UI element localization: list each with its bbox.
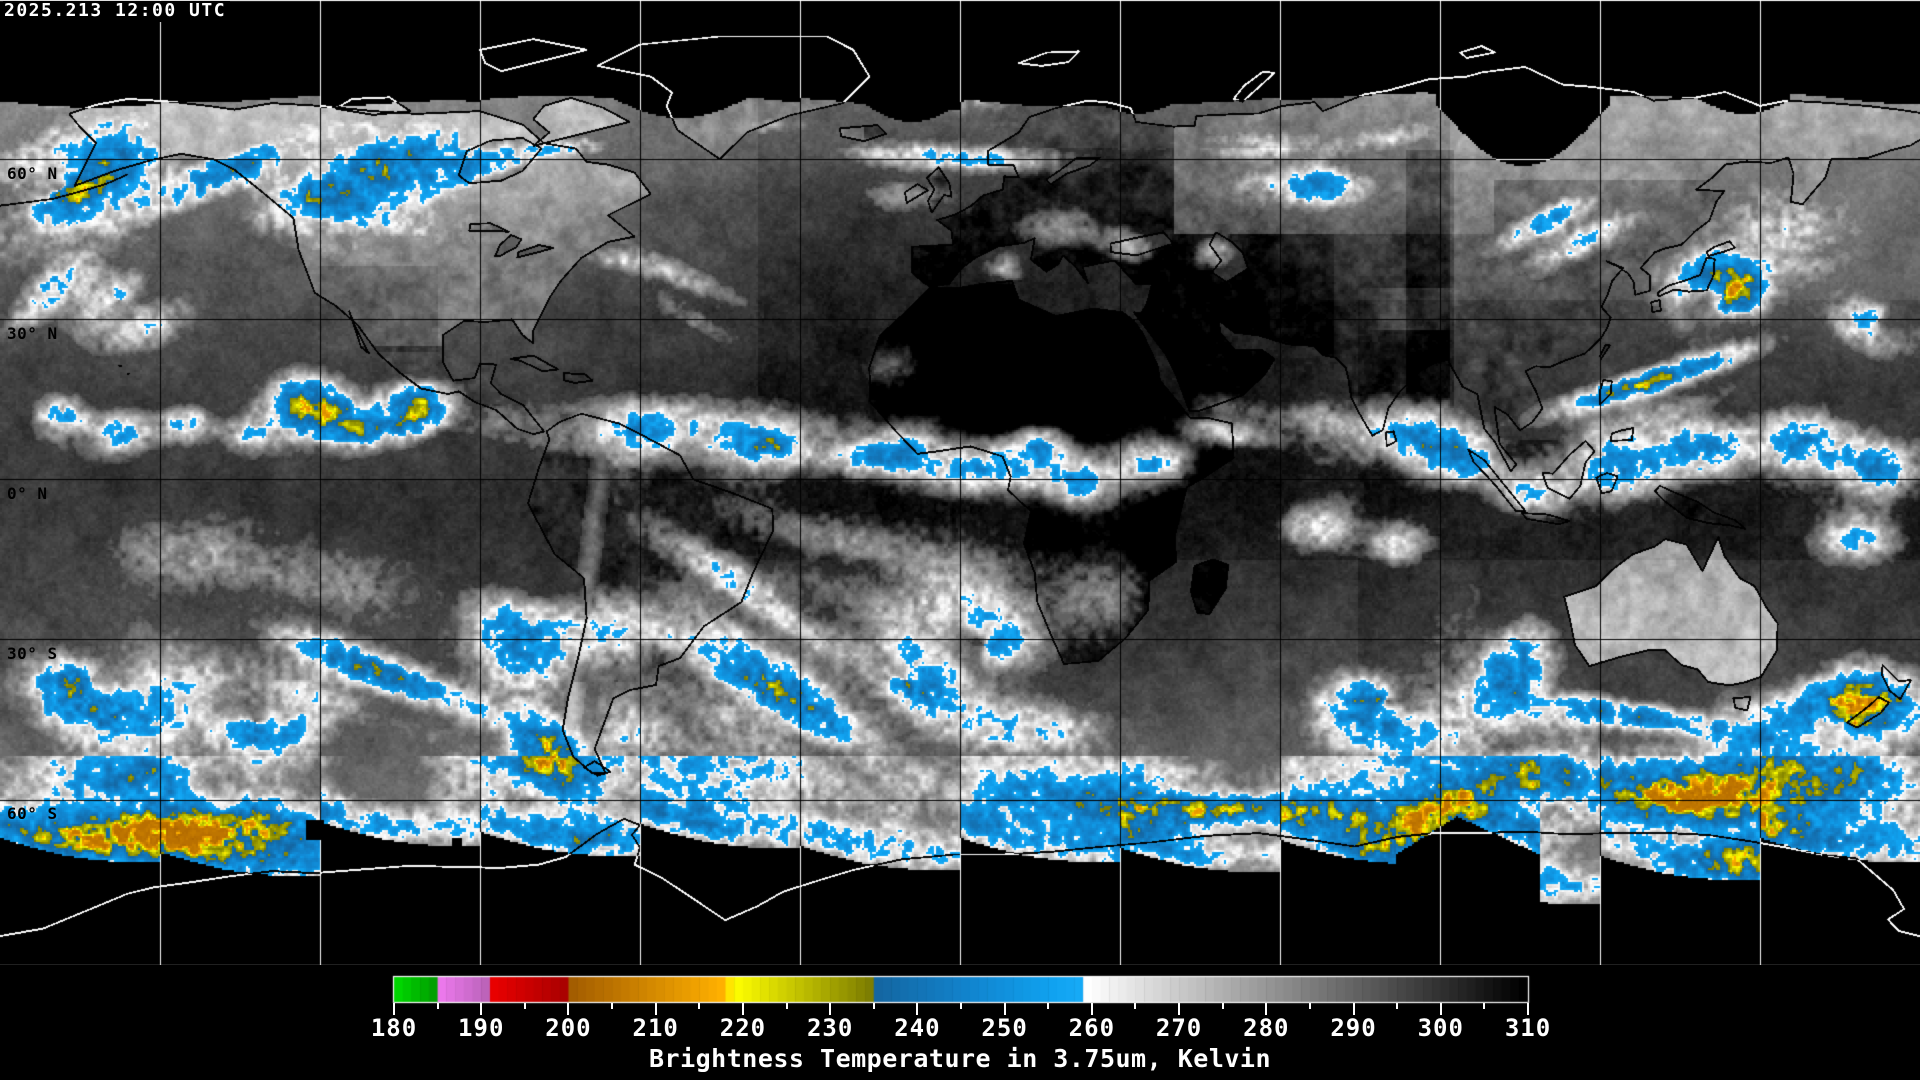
colorbar-major-tick [1265,1003,1268,1015]
colorbar-minor-tick [960,1003,962,1009]
colorbar-minor-tick [1134,1003,1137,1009]
colorbar-tick-label: 230 [806,1014,854,1042]
colorbar-major-tick [393,1003,395,1015]
colorbar-tick-label: 310 [1504,1014,1552,1042]
colorbar-major-tick [741,1003,744,1015]
colorbar-tick-label: 200 [545,1014,592,1042]
colorbar-minor-tick [1396,1003,1399,1009]
colorbar-major-tick [480,1003,483,1015]
colorbar-major-tick [916,1003,919,1015]
colorbar-major-tick [829,1003,832,1015]
colorbar-minor-tick [785,1003,788,1009]
colorbar-minor-tick [1483,1003,1486,1009]
colorbar-minor-tick [523,1003,526,1009]
colorbar-major-tick [1003,1003,1006,1015]
colorbar-tick-label: 180 [370,1014,418,1042]
colorbar-major-tick [1090,1003,1093,1015]
latitude-label-30s: 30° S [7,644,58,663]
colorbar-tick-label: 290 [1330,1014,1377,1042]
colorbar-tick-label: 250 [981,1014,1028,1042]
colorbar-minor-tick [1047,1003,1050,1009]
colorbar-tick-label: 190 [458,1014,505,1042]
colorbar-major-tick [1178,1003,1181,1015]
colorbar-minor-tick [611,1003,614,1009]
colorbar-minor-tick [872,1003,875,1009]
colorbar-tick-label: 220 [719,1014,767,1042]
colorbar-minor-tick [1308,1003,1311,1009]
colorbar-tick-label: 270 [1155,1014,1203,1042]
colorbar-major-tick [654,1003,657,1015]
colorbar-tick-label: 300 [1417,1014,1464,1042]
colorbar: 180 190 200 210 220 230 240 250 260 270 280 290 300 3… [0,965,1920,1080]
colorbar-major-tick [1439,1003,1442,1015]
colorbar-tick-label: 210 [632,1014,679,1042]
colorbar-tick-label: 260 [1068,1014,1116,1042]
timestamp: 2025.213 12:00 UTC [3,1,231,22]
colorbar-minor-tick [1221,1003,1224,1009]
colorbar-tick-label: 240 [894,1014,941,1042]
colorbar-tick-label: 280 [1243,1014,1290,1042]
colorbar-major-tick [567,1003,570,1015]
latitude-label-60s: 60° S [7,804,58,823]
colorbar-minor-tick [698,1003,701,1009]
colorbar-major-tick [1527,1003,1529,1015]
latitude-label-30n: 30° N [7,324,58,343]
latitude-label-60n: 60° N [7,164,58,183]
colorbar-caption: Brightness Temperature in 3.75um, Kelvin [648,1044,1272,1073]
latitude-label-0n: 0° N [7,484,48,503]
colorbar-minor-tick [436,1003,439,1009]
colorbar-major-tick [1352,1003,1355,1015]
